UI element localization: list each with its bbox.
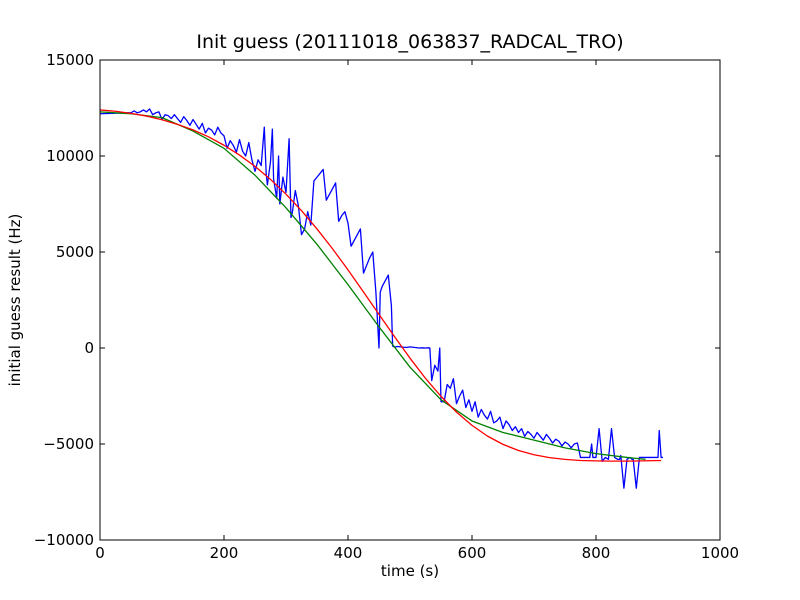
y-tick-label: −5000 [43, 435, 94, 453]
y-tick-label: 10000 [46, 147, 94, 165]
x-tick-label: 600 [458, 544, 487, 562]
y-tick-label: 5000 [56, 243, 94, 261]
y-tick-label: 15000 [46, 51, 94, 69]
x-tick-label: 0 [95, 544, 105, 562]
x-axis-label: time (s) [381, 562, 439, 580]
x-tick-label: 400 [334, 544, 363, 562]
series-layer [100, 108, 663, 489]
y-axis-label: initial guess result (Hz) [6, 214, 24, 387]
series-line-3 [100, 109, 662, 462]
chart-title: Init guess (20111018_063837_RADCAL_TRO) [196, 31, 623, 53]
x-tick-label: 1000 [701, 544, 739, 562]
y-tick-label: −10000 [34, 531, 94, 549]
series-line-2 [100, 111, 646, 461]
ticks-layer: 0 200 400 600 800 1000 −10000 −5000 0 5000 10000 15… [34, 51, 739, 562]
x-tick-label: 200 [210, 544, 239, 562]
y-tick-label: 0 [84, 339, 94, 357]
plot-frame [99, 59, 721, 541]
x-tick-label: 800 [582, 544, 611, 562]
